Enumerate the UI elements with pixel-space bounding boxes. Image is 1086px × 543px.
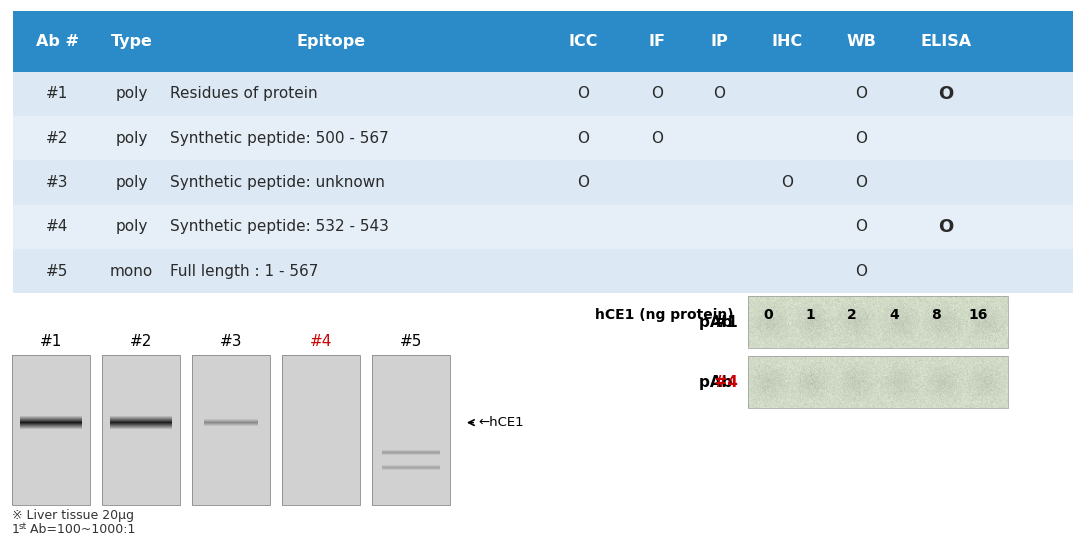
Text: poly: poly (115, 86, 148, 101)
Text: IF: IF (649, 34, 666, 49)
Text: O: O (938, 85, 954, 103)
Text: 4: 4 (889, 308, 899, 322)
Text: st: st (18, 521, 27, 531)
Text: O: O (781, 175, 793, 190)
Text: #5: #5 (47, 263, 68, 279)
Bar (102, 355, 180, 505)
Bar (13, 72, 1073, 116)
Text: pAb: pAb (699, 315, 738, 330)
Text: #4: #4 (47, 219, 68, 234)
Text: O: O (578, 130, 590, 146)
Text: ※ Liver tissue 20μg: ※ Liver tissue 20μg (12, 509, 134, 521)
Text: O: O (578, 86, 590, 101)
Text: O: O (855, 175, 867, 190)
Text: Type: Type (111, 34, 153, 49)
Text: Ab=100~1000:1: Ab=100~1000:1 (26, 522, 136, 535)
Bar (192, 355, 270, 505)
Bar (13, 11, 1073, 72)
Text: 8: 8 (931, 308, 940, 322)
Text: O: O (712, 86, 725, 101)
Text: pAb: pAb (699, 375, 738, 390)
Text: 1: 1 (12, 522, 20, 535)
Text: ELISA: ELISA (920, 34, 971, 49)
Text: hCE1 (ng protein): hCE1 (ng protein) (595, 308, 734, 322)
Text: ICC: ICC (569, 34, 598, 49)
Text: #2: #2 (47, 130, 68, 146)
Bar (13, 160, 1073, 205)
Text: #1: #1 (40, 334, 62, 349)
Text: 1: 1 (805, 308, 814, 322)
Text: #3: #3 (219, 334, 242, 349)
Text: IHC: IHC (771, 34, 803, 49)
Text: Synthetic peptide: unknown: Synthetic peptide: unknown (169, 175, 384, 190)
Text: Full length : 1 - 567: Full length : 1 - 567 (169, 263, 318, 279)
Text: O: O (652, 86, 664, 101)
Bar (748, 356, 1008, 408)
Text: O: O (855, 130, 867, 146)
Text: #5: #5 (400, 334, 422, 349)
Text: #4: #4 (310, 334, 332, 349)
Text: #3: #3 (47, 175, 68, 190)
Text: poly: poly (115, 130, 148, 146)
Text: 0: 0 (763, 308, 773, 322)
Text: #1: #1 (47, 86, 68, 101)
Text: O: O (855, 219, 867, 234)
Text: Synthetic peptide: 500 - 567: Synthetic peptide: 500 - 567 (169, 130, 389, 146)
Text: poly: poly (115, 219, 148, 234)
Bar (13, 205, 1073, 249)
Text: WB: WB (846, 34, 876, 49)
Text: Ab #: Ab # (36, 34, 79, 49)
Bar (282, 355, 359, 505)
Bar (13, 249, 1073, 293)
Text: O: O (855, 86, 867, 101)
Text: #2: #2 (130, 334, 152, 349)
Text: Residues of protein: Residues of protein (169, 86, 317, 101)
Text: O: O (938, 218, 954, 236)
Bar (13, 116, 1073, 160)
Text: 2: 2 (847, 308, 857, 322)
Text: #1: #1 (683, 315, 738, 330)
Bar (748, 296, 1008, 348)
Bar (372, 355, 450, 505)
Bar (12, 355, 90, 505)
Text: Synthetic peptide: 532 - 543: Synthetic peptide: 532 - 543 (169, 219, 389, 234)
Text: ←hCE1: ←hCE1 (478, 416, 523, 429)
Text: O: O (578, 175, 590, 190)
Text: O: O (855, 263, 867, 279)
Text: O: O (652, 130, 664, 146)
Text: 16: 16 (969, 308, 987, 322)
Text: Epitope: Epitope (296, 34, 366, 49)
Text: mono: mono (110, 263, 153, 279)
Text: poly: poly (115, 175, 148, 190)
Text: IP: IP (710, 34, 728, 49)
Text: #4: #4 (683, 375, 738, 390)
